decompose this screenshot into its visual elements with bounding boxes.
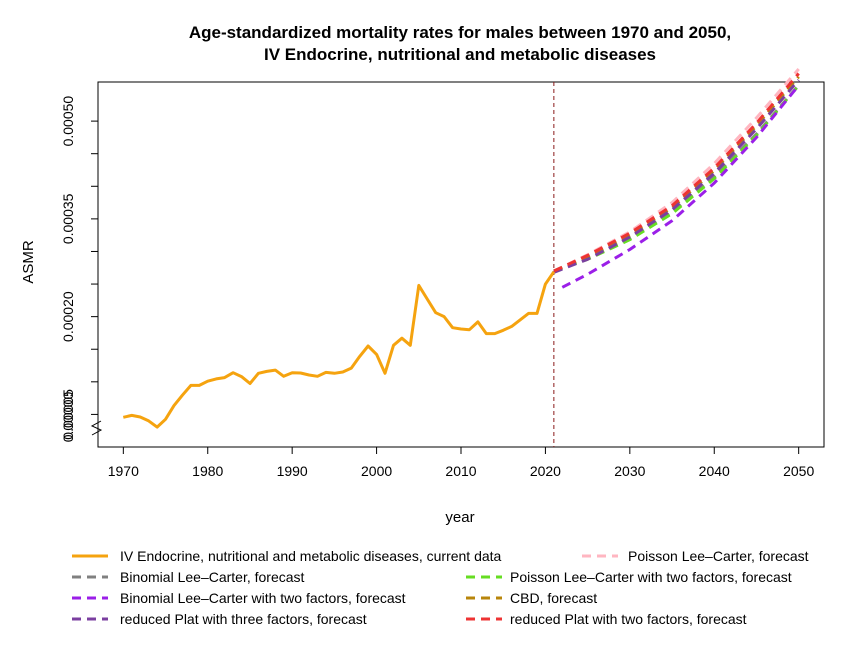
legend-label-4: Binomial Lee–Carter with two factors, fo… xyxy=(120,590,406,606)
legend-label-3: Poisson Lee–Carter with two factors, for… xyxy=(510,569,792,585)
series-line-6 xyxy=(553,79,800,274)
series-line-7 xyxy=(553,72,800,273)
legend-label-1: Poisson Lee–Carter, forecast xyxy=(628,548,809,564)
series-line-0 xyxy=(122,270,556,429)
series-line-1 xyxy=(553,68,800,273)
y-tick-label: 0.00020 xyxy=(60,291,76,342)
y-tick-label: 0.00035 xyxy=(60,193,76,244)
y-axis-break-mark xyxy=(90,420,103,436)
chart-title: Age-standardized mortality rates for mal… xyxy=(189,23,731,42)
legend-label-0: IV Endocrine, nutritional and metabolic … xyxy=(120,548,502,564)
y-tick-label: 0.00005 xyxy=(60,389,76,440)
legend-label-7: reduced Plat with two factors, forecast xyxy=(510,611,747,627)
x-tick-label: 2000 xyxy=(361,463,392,479)
x-tick-label: 2030 xyxy=(614,463,645,479)
x-axis-label: year xyxy=(445,509,474,526)
chart-subtitle: IV Endocrine, nutritional and metabolic … xyxy=(264,45,656,64)
plot-frame xyxy=(97,81,825,448)
x-tick-label: 1980 xyxy=(192,463,223,479)
legend: IV Endocrine, nutritional and metabolic … xyxy=(72,548,809,627)
legend-label-2: Binomial Lee–Carter, forecast xyxy=(120,569,305,585)
x-tick-label: 2020 xyxy=(530,463,561,479)
x-tick-label: 2050 xyxy=(783,463,814,479)
x-tick-label: 2040 xyxy=(699,463,730,479)
plot-layer xyxy=(122,68,800,447)
series-line-4 xyxy=(561,84,800,289)
y-axis-label: ASMR xyxy=(20,240,37,284)
x-tick-label: 2010 xyxy=(445,463,476,479)
x-tick-label: 1970 xyxy=(108,463,139,479)
axes-layer: 1970 1980 1990 2000 2010 2020 2030 2040 2050 0.00… xyxy=(60,96,814,479)
legend-label-6: reduced Plat with three factors, forecas… xyxy=(120,611,367,627)
series-line-5 xyxy=(553,75,800,273)
x-tick-label: 1990 xyxy=(277,463,308,479)
legend-label-5: CBD, forecast xyxy=(510,590,597,606)
y-tick-label: 0.00050 xyxy=(60,96,76,147)
y-break-label: 0.00000 xyxy=(60,391,76,442)
